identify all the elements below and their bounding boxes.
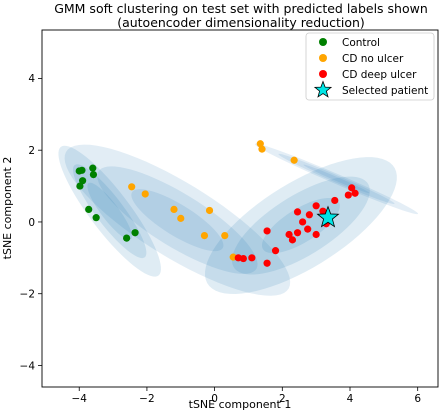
chart-title-line1: GMM soft clustering on test set with pre… [54, 1, 428, 16]
point-cd-deep-ulcer-12 [305, 211, 313, 219]
y-tick-label: 0 [28, 217, 35, 229]
y-tick-label: 2 [28, 145, 35, 157]
point-cd-deep-ulcer-7 [288, 236, 297, 244]
axis-ticks: −4 −2 0 2 4 6 −4 −2 0 2 4 [20, 73, 422, 405]
point-cd-deep-ulcer-13 [312, 230, 320, 239]
legend-label-cd-no-ulcer: CD no ulcer [342, 53, 404, 65]
point-cd-no-ulcer-6 [221, 231, 229, 240]
point-cd-deep-ulcer-11 [304, 225, 312, 233]
point-cd-deep-ulcer-1 [239, 254, 247, 263]
legend-box [305, 32, 435, 101]
legend-label-cd-deep-ulcer: CD deep ulcer [342, 69, 417, 81]
legend-marker-control [319, 38, 327, 46]
legend: Control CD no ulcer CD deep ulcer Select… [305, 32, 435, 101]
x-tick-label: 2 [279, 393, 286, 405]
y-tick-label: −4 [20, 360, 36, 372]
x-axis-label: tSNE component 1 [189, 398, 292, 411]
point-cd-no-ulcer-5 [205, 206, 214, 215]
x-tick-label: 0 [211, 393, 218, 405]
chart-title-line2: (autoencoder dimensionality reduction) [117, 15, 365, 30]
x-tick-label: 4 [347, 393, 354, 405]
x-tick-label: −2 [139, 393, 154, 405]
point-cd-deep-ulcer-8 [293, 229, 302, 237]
legend-label-control: Control [342, 37, 380, 49]
point-cd-deep-ulcer-3 [263, 259, 271, 267]
point-cd-deep-ulcer-19 [348, 184, 356, 192]
legend-marker-selected-patient [313, 80, 333, 98]
point-cd-deep-ulcer-15 [319, 207, 327, 215]
gmm-ellipse-10 [278, 153, 395, 204]
point-cd-no-ulcer-3 [177, 214, 185, 222]
point-cd-deep-ulcer-9 [293, 208, 302, 216]
point-cd-no-ulcer-1 [141, 190, 149, 198]
point-control-5 [76, 182, 84, 190]
point-cd-deep-ulcer-5 [271, 247, 280, 255]
point-control-4 [79, 177, 87, 185]
point-cd-deep-ulcer-2 [248, 254, 256, 262]
point-cd-no-ulcer-10 [290, 156, 298, 164]
point-cd-deep-ulcer-17 [331, 196, 339, 205]
point-cd-deep-ulcer-4 [263, 227, 271, 235]
gmm-ellipse-1 [73, 164, 147, 259]
point-cd-no-ulcer-4 [200, 231, 209, 240]
gmm-ellipses [58, 143, 419, 296]
y-axis-label: tSNE component 2 [1, 157, 14, 260]
point-cd-deep-ulcer-14 [312, 202, 320, 210]
plot-frame [41, 29, 439, 388]
legend-marker-cd-no-ulcer [319, 54, 327, 62]
y-tick-label: 4 [28, 73, 35, 85]
point-control-2 [89, 164, 97, 172]
point-cd-deep-ulcer-18 [344, 191, 352, 199]
x-tick-label: −4 [71, 393, 87, 405]
gmm-ellipse-5 [131, 189, 224, 252]
point-cd-deep-ulcer-10 [299, 218, 307, 226]
point-control-7 [92, 214, 100, 222]
point-cd-no-ulcer-0 [128, 183, 136, 191]
legend-label-selected-patient: Selected patient [342, 85, 428, 97]
y-tick-label: −2 [20, 289, 35, 301]
gmm-ellipse-4 [97, 166, 258, 274]
point-cd-deep-ulcer-6 [285, 230, 293, 239]
point-control-3 [89, 170, 98, 179]
gmm-ellipse-2 [87, 182, 132, 240]
point-control-6 [85, 205, 93, 213]
point-cd-no-ulcer-2 [170, 205, 178, 213]
point-control-8 [123, 234, 131, 242]
point-control-1 [78, 166, 86, 174]
selected-patient-star [316, 205, 340, 228]
point-cd-deep-ulcer-20 [351, 189, 359, 197]
point-control-9 [131, 229, 139, 237]
point-cd-no-ulcer-9 [258, 145, 266, 153]
scatter-points [75, 140, 359, 267]
legend-marker-cd-deep-ulcer [319, 70, 327, 78]
x-tick-label: 6 [414, 393, 421, 405]
